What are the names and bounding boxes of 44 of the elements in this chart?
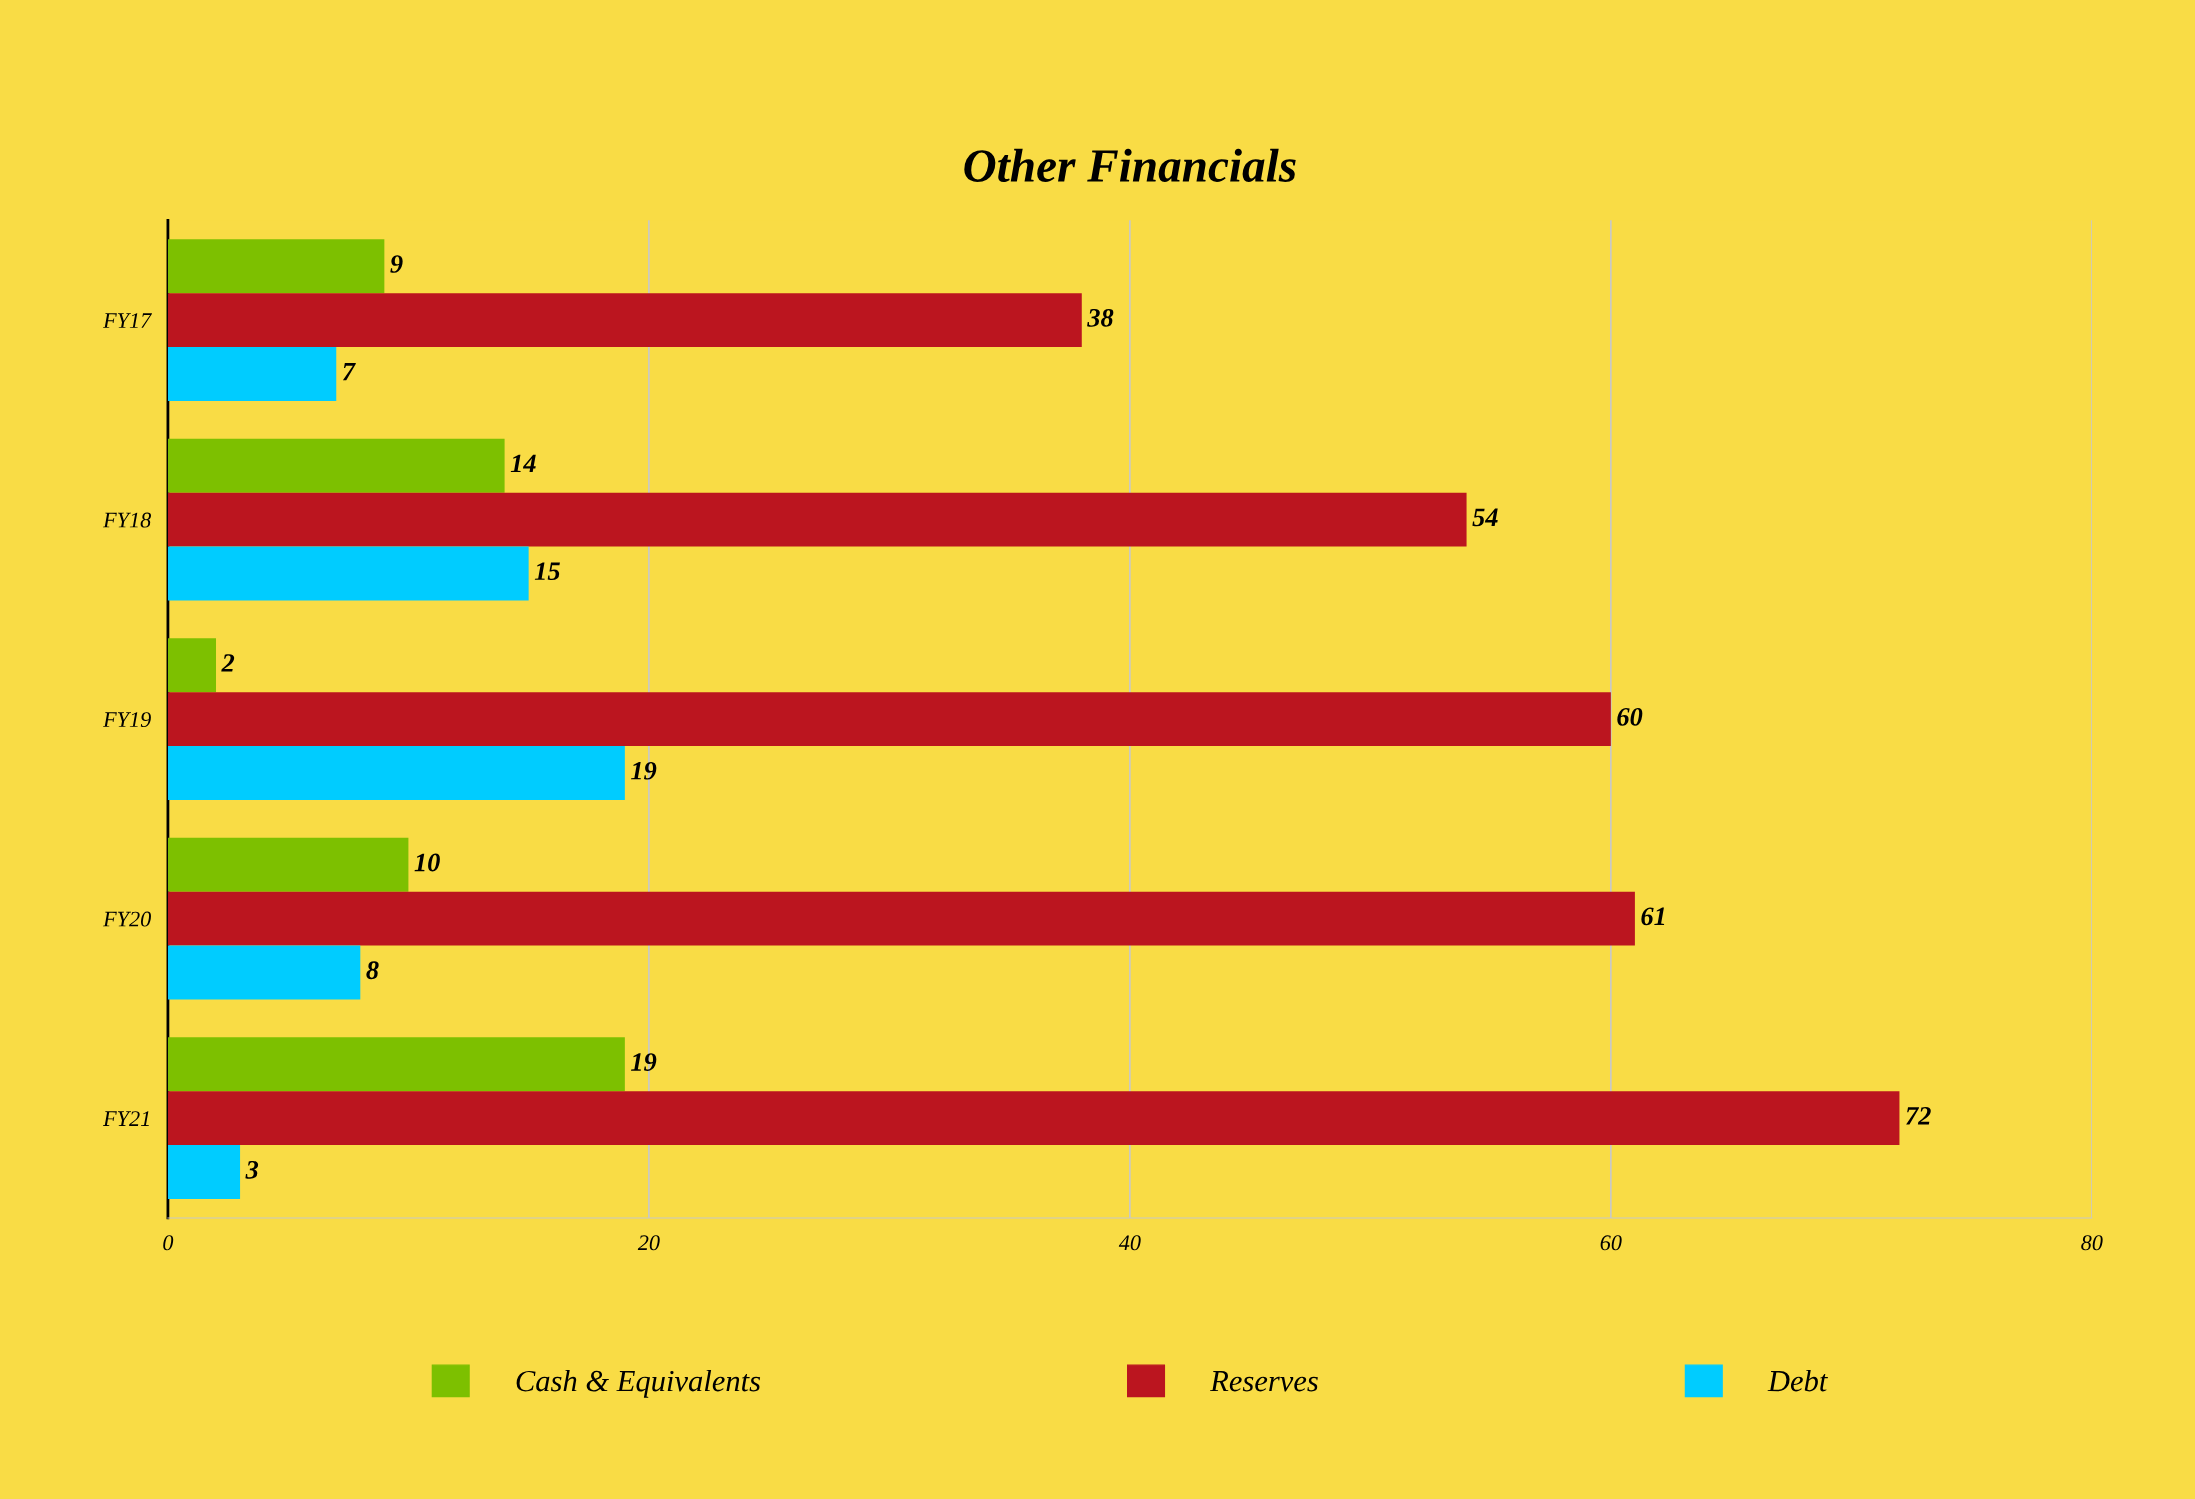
data-label: 9	[390, 255, 403, 273]
bar	[167, 438, 505, 493]
bar	[167, 638, 217, 693]
data-label: 3	[245, 1160, 259, 1179]
bar	[167, 891, 1635, 946]
x-tick-label: 60	[1600, 1235, 1622, 1251]
bar	[167, 1037, 625, 1092]
data-label: 60	[1617, 707, 1643, 726]
x-tick-label: 80	[2081, 1235, 2103, 1251]
bar	[167, 1091, 1900, 1146]
y-tick-label: FY18	[102, 512, 151, 528]
data-label: 2	[221, 654, 235, 672]
bar	[167, 293, 1082, 348]
bar	[167, 347, 337, 401]
data-label: 8	[366, 961, 379, 980]
data-label: 14	[510, 454, 536, 473]
data-label: 10	[414, 853, 440, 872]
bar	[167, 945, 361, 1000]
data-label: 19	[631, 1053, 657, 1071]
legend-label: Reserves	[1210, 1371, 1318, 1392]
chart-title: Other Financials	[964, 148, 1296, 182]
bar	[167, 1145, 241, 1199]
y-tick-label: FY17	[102, 313, 153, 328]
x-tick-label: 20	[637, 1235, 660, 1251]
y-tick-label: FY20	[102, 911, 151, 927]
data-label: 72	[1906, 1107, 1931, 1125]
data-label: 15	[534, 562, 560, 581]
bar	[167, 546, 529, 601]
x-tick-label: 40	[1118, 1235, 1141, 1251]
bar	[167, 239, 385, 294]
y-tick-label: FY21	[102, 1111, 149, 1126]
data-label: 61	[1641, 907, 1665, 926]
bar	[167, 837, 409, 892]
x-tick-label: 0	[163, 1235, 174, 1251]
data-label: 19	[631, 761, 657, 780]
data-label: 38	[1087, 308, 1114, 327]
data-label: 7	[342, 363, 356, 381]
bar	[167, 746, 625, 800]
y-tick-label: FY19	[102, 712, 151, 728]
bar	[167, 492, 1467, 547]
bar	[167, 692, 1611, 747]
legend-label: Cash & Equivalents	[516, 1369, 761, 1398]
data-label: 54	[1472, 508, 1498, 527]
legend-label: Debt	[1767, 1369, 1828, 1392]
